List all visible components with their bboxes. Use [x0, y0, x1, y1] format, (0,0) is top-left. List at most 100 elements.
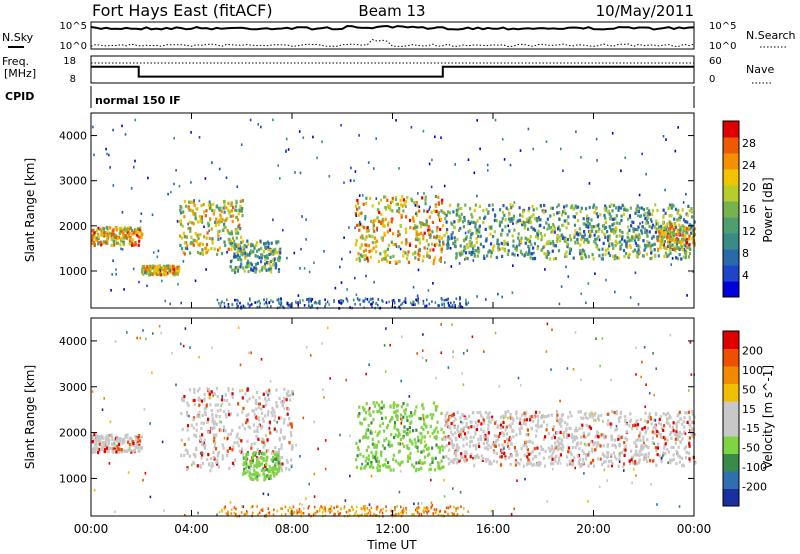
echo-cell — [485, 239, 488, 243]
echo-cell — [635, 439, 638, 443]
echo-cell — [650, 251, 653, 255]
echo-cell — [154, 265, 157, 269]
echo-cell — [664, 413, 667, 417]
echo-cell — [423, 246, 426, 250]
echo-cell — [471, 335, 474, 339]
echo-cell — [551, 328, 553, 332]
echo-cell — [259, 462, 262, 466]
echo-cell — [382, 300, 384, 303]
echo-cell — [611, 209, 614, 213]
echo-cell — [674, 207, 678, 211]
echo-cell — [250, 446, 253, 450]
echo-cell — [522, 444, 525, 448]
echo-cell — [645, 221, 648, 225]
echo-cell — [626, 239, 629, 243]
echo-cell — [359, 235, 362, 239]
echo-cell — [543, 252, 546, 256]
echo-cell — [623, 469, 625, 472]
echo-cell — [237, 231, 240, 235]
echo-cell — [502, 420, 505, 424]
echo-cell — [148, 273, 151, 277]
echo-cell — [482, 245, 485, 249]
echo-cell — [478, 444, 481, 449]
echo-cell — [381, 217, 384, 221]
echo-cell — [498, 220, 501, 224]
echo-cell — [469, 440, 472, 444]
echo-cell — [428, 215, 431, 219]
echo-cell — [273, 453, 276, 457]
echo-cell — [116, 437, 119, 441]
echo-cell — [240, 143, 243, 146]
echo-cell — [548, 226, 551, 230]
echo-cell — [418, 459, 422, 463]
echo-cell — [581, 234, 584, 238]
echo-cell — [501, 228, 504, 232]
echo-cell — [97, 226, 100, 230]
echo-cell — [481, 416, 484, 420]
echo-cell — [231, 392, 234, 396]
echo-cell — [236, 249, 239, 253]
echo-cell — [266, 438, 269, 442]
echo-cell — [232, 463, 235, 467]
echo-cell — [308, 298, 311, 302]
echo-cell — [576, 454, 579, 458]
echo-cell — [359, 253, 362, 257]
echo-cell — [367, 408, 370, 412]
echo-cell — [662, 243, 665, 247]
echo-cell — [584, 207, 588, 211]
echo-cell — [430, 505, 433, 509]
echo-cell — [664, 437, 667, 441]
echo-cell — [425, 415, 428, 419]
echo-cell — [662, 222, 665, 226]
echo-cell — [229, 232, 232, 236]
echo-cell — [218, 220, 221, 224]
echo-cell — [669, 222, 672, 226]
echo-cell — [124, 133, 127, 136]
echo-cell — [91, 440, 94, 444]
echo-cell — [608, 204, 611, 208]
echo-cell — [405, 257, 409, 261]
echo-cell — [634, 271, 637, 275]
echo-cell — [552, 242, 555, 246]
echo-cell — [396, 209, 399, 213]
echo-cell — [186, 451, 189, 455]
echo-cell — [261, 253, 264, 257]
echo-cell — [408, 395, 411, 398]
echo-cell — [409, 451, 412, 456]
echo-cell — [227, 231, 230, 235]
echo-cell — [98, 442, 102, 446]
echo-cell — [306, 298, 308, 301]
echo-cell — [453, 426, 456, 430]
echo-cell — [196, 250, 200, 255]
echo-cell — [240, 199, 243, 203]
echo-cell — [372, 219, 376, 223]
echo-cell — [604, 248, 607, 252]
echo-cell — [537, 218, 540, 222]
echo-cell — [611, 461, 614, 466]
echo-cell — [507, 208, 510, 212]
echo-cell — [456, 448, 459, 453]
echo-cell — [558, 437, 561, 441]
echo-cell — [487, 169, 489, 172]
echo-cell — [243, 269, 246, 273]
echo-cell — [255, 461, 258, 466]
echo-cell — [389, 201, 393, 205]
echo-cell — [589, 426, 593, 430]
echo-cell — [219, 408, 222, 412]
echo-cell — [95, 444, 98, 448]
echo-cell — [408, 414, 411, 418]
echo-cell — [308, 482, 310, 486]
echo-cell — [413, 438, 416, 442]
echo-cell — [521, 413, 524, 417]
freq-tick-bottom: 8 — [70, 74, 76, 85]
echo-cell — [95, 236, 98, 240]
echo-cell — [180, 301, 182, 305]
echo-cell — [258, 396, 261, 400]
echo-cell — [504, 457, 507, 461]
echo-cell — [203, 407, 206, 411]
echo-cell — [241, 423, 244, 427]
echo-cell — [476, 410, 479, 415]
echo-cell — [437, 195, 440, 199]
echo-cell — [502, 417, 505, 420]
echo-cell — [176, 265, 179, 269]
